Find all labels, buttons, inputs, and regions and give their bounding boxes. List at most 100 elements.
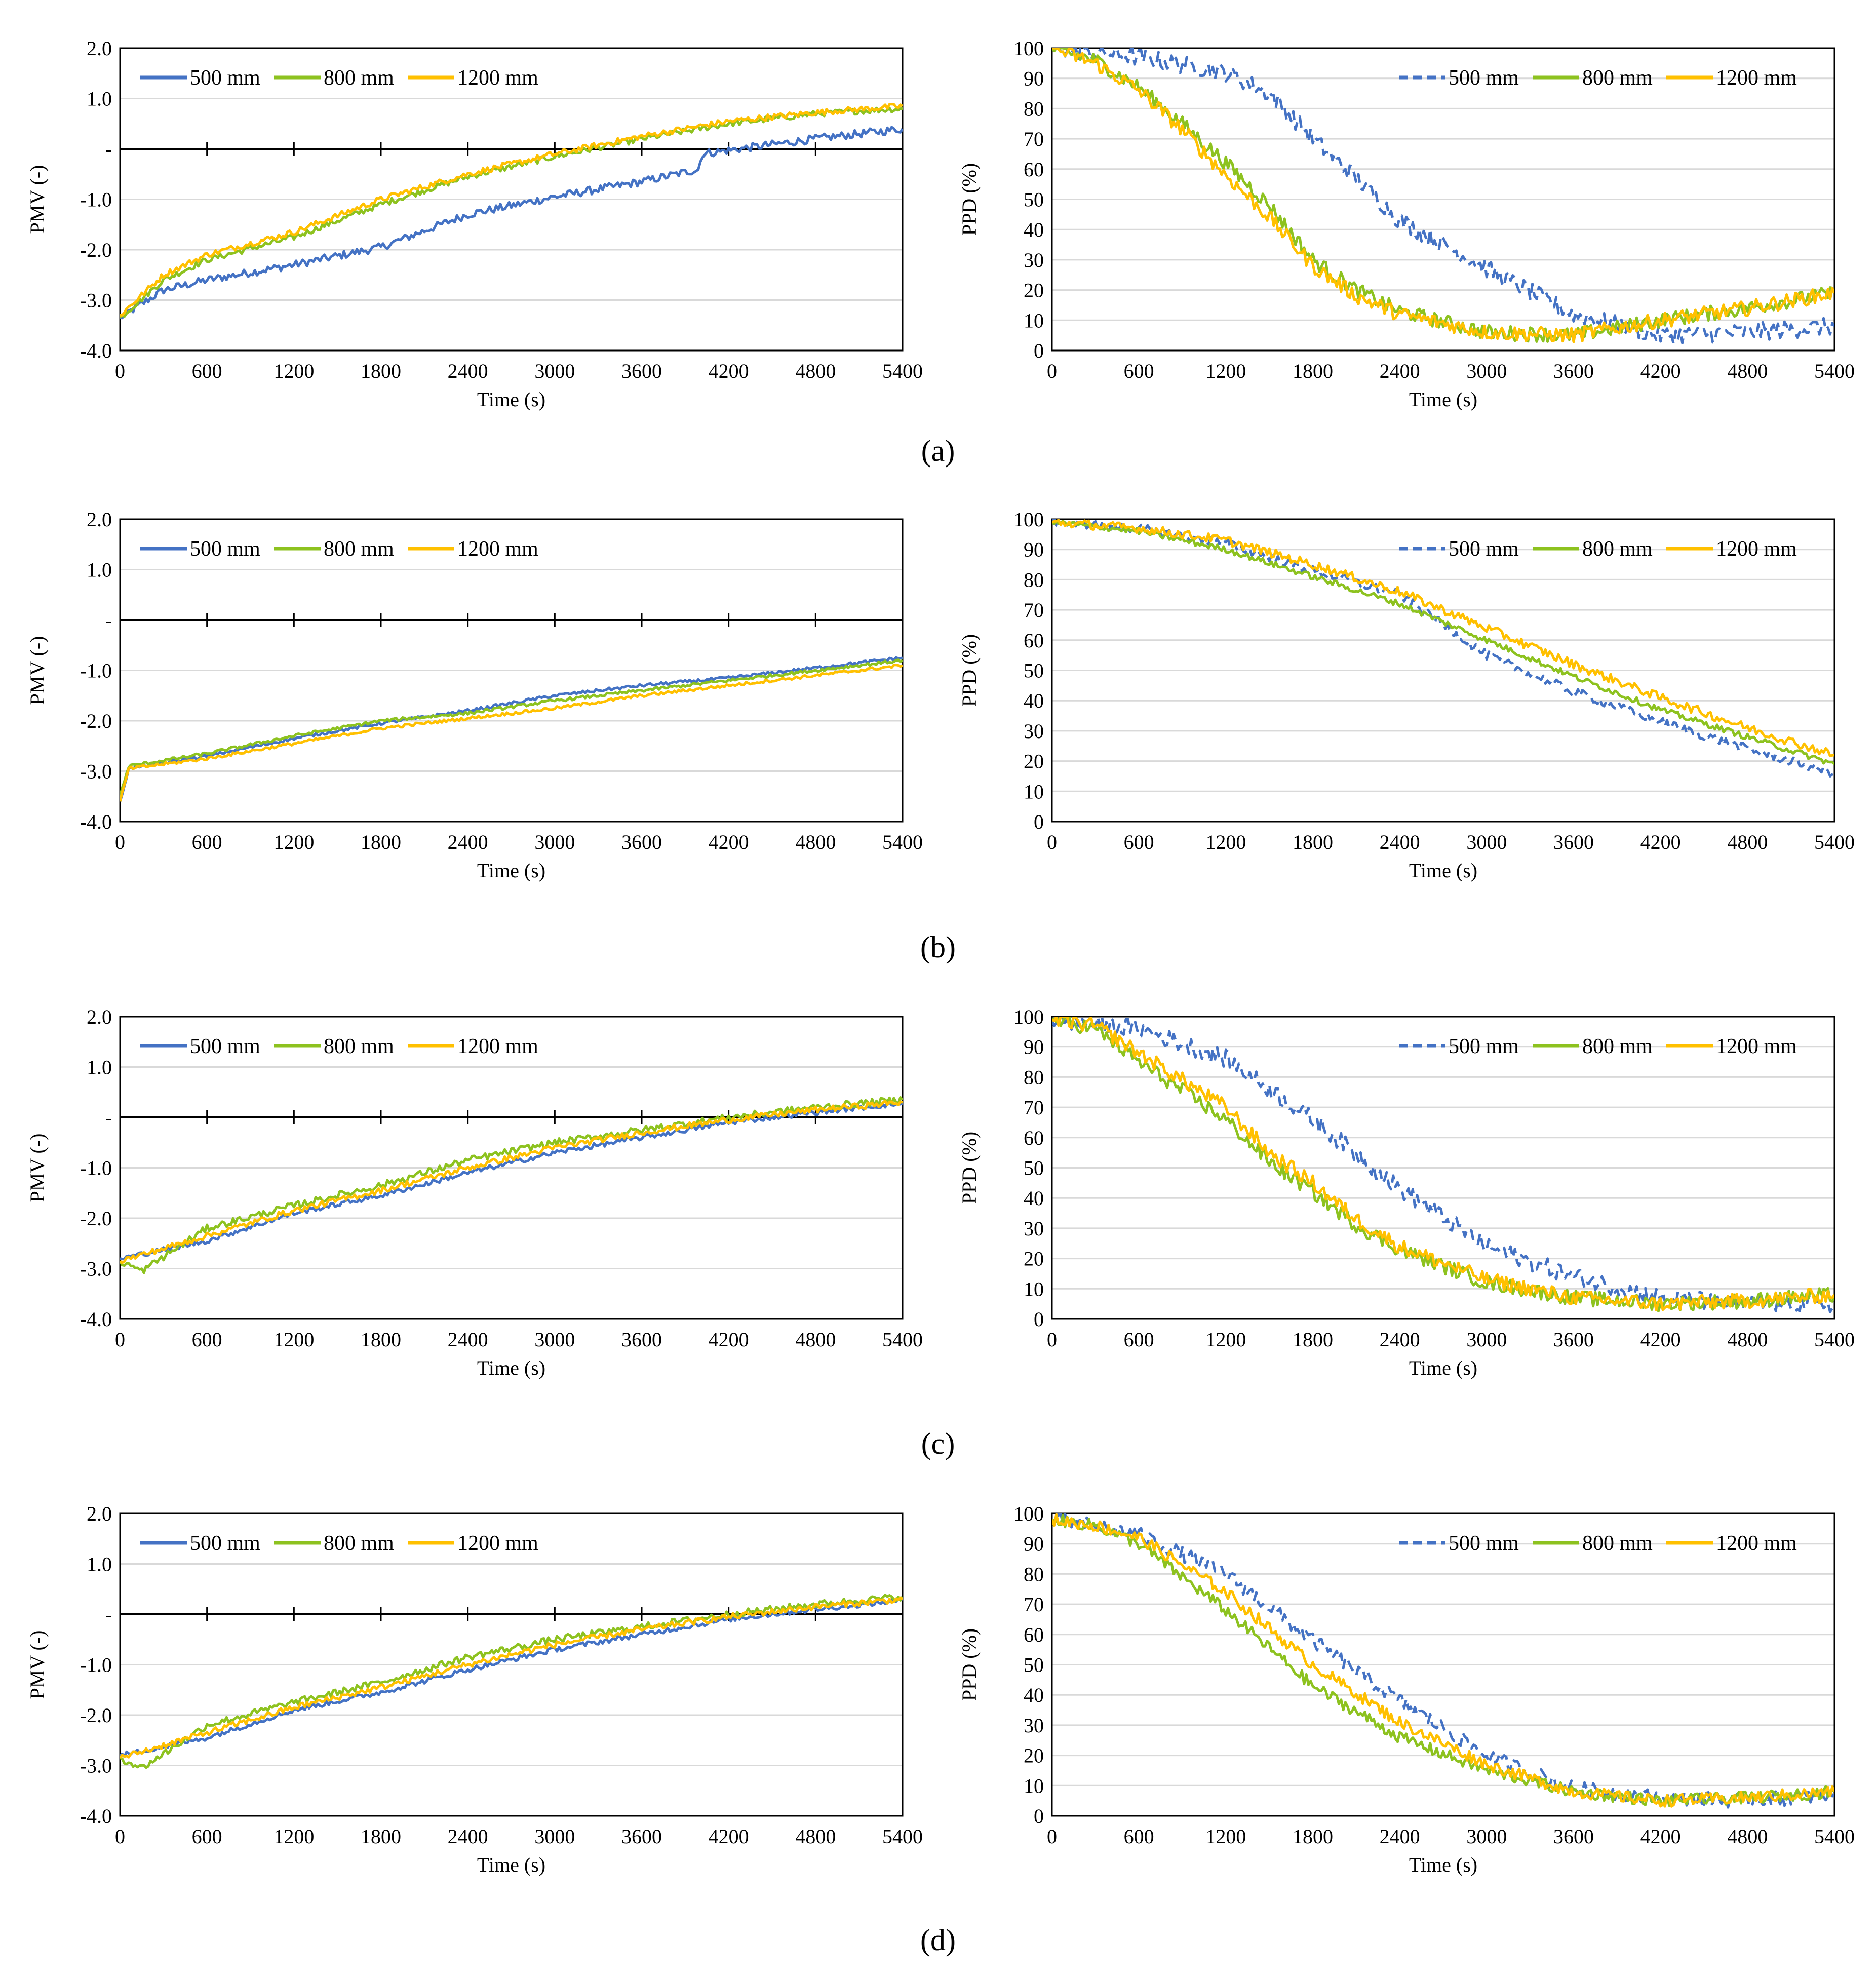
- legend-entry: 800 mm: [1582, 66, 1653, 90]
- x-tick-label: 4800: [1727, 360, 1768, 382]
- y-tick-label: -2.0: [80, 239, 112, 261]
- series-line-500-mm: [1052, 1513, 1834, 1809]
- x-tick-label: 0: [1047, 831, 1057, 853]
- x-tick-label: 2400: [1380, 1825, 1420, 1848]
- x-tick-label: 5400: [1814, 1825, 1855, 1848]
- x-tick-label: 4800: [1727, 831, 1768, 853]
- series-line-1200-mm: [120, 664, 903, 802]
- legend-entry: 500 mm: [190, 1532, 260, 1555]
- y-tick-label: 50: [1024, 659, 1044, 682]
- y-tick-label: 10: [1024, 780, 1044, 803]
- y-tick-label: -4.0: [80, 1805, 112, 1828]
- y-tick-label: -1.0: [80, 188, 112, 211]
- x-tick-label: 2400: [448, 360, 488, 382]
- x-axis-title: Time (s): [1409, 859, 1477, 882]
- x-tick-label: 4200: [1640, 831, 1681, 853]
- y-tick-label: -: [105, 1603, 112, 1626]
- plot-frame: [119, 1016, 904, 1320]
- panel-label: (c): [921, 1427, 955, 1460]
- y-tick-label: -: [105, 138, 112, 161]
- x-tick-label: 600: [1124, 360, 1154, 382]
- x-tick-label: 3000: [534, 360, 575, 382]
- x-tick-label: 1800: [1293, 360, 1333, 382]
- x-tick-label: 3600: [621, 1825, 662, 1848]
- y-tick-label: 0: [1034, 339, 1044, 362]
- x-tick-label: 600: [192, 1328, 222, 1351]
- series-line-500-mm: [120, 126, 903, 320]
- y-tick-label: 70: [1024, 1593, 1044, 1616]
- y-tick-label: -: [105, 609, 112, 632]
- y-tick-label: 70: [1024, 128, 1044, 150]
- chart-c-pmv: 2.0 1.0 - -1.0 -2.0 -3.0 -4.00 600 1200 1800 2400 3…: [26, 1005, 923, 1379]
- x-tick-label: 1800: [361, 360, 401, 382]
- x-tick-label: 3600: [621, 1328, 662, 1351]
- legend-entry: 800 mm: [1582, 1035, 1653, 1058]
- y-tick-label: 50: [1024, 1654, 1044, 1677]
- series-line-1200-mm: [1052, 1513, 1834, 1808]
- legend-entry: 1200 mm: [457, 1532, 538, 1555]
- series-line-1200-mm: [1052, 519, 1834, 758]
- y-tick-label: 90: [1024, 538, 1044, 561]
- y-tick-label: 60: [1024, 158, 1044, 181]
- y-tick-label: 40: [1024, 689, 1044, 712]
- legend-entry: 500 mm: [1449, 66, 1519, 90]
- y-tick-label: 1.0: [87, 1056, 112, 1079]
- x-tick-label: 1200: [273, 1825, 314, 1848]
- x-tick-label: 3000: [1466, 1825, 1507, 1848]
- x-tick-label: 4200: [709, 1328, 749, 1351]
- series-line-800-mm: [120, 1594, 903, 1769]
- legend-entry: 500 mm: [1449, 1035, 1519, 1058]
- x-axis-title: Time (s): [477, 1356, 545, 1379]
- y-tick-label: 10: [1024, 1774, 1044, 1797]
- chart-d-pmv: 2.0 1.0 - -1.0 -2.0 -3.0 -4.00 600 1200 1800 2400 3…: [26, 1502, 923, 1876]
- y-axis-title: PPD (%): [958, 1628, 981, 1701]
- chart-b-pmv: 2.0 1.0 - -1.0 -2.0 -3.0 -4.00 600 1200 1800 2400 3…: [26, 508, 923, 882]
- y-tick-label: 0: [1034, 1805, 1044, 1828]
- legend-entry: 500 mm: [190, 1035, 260, 1058]
- panel-label: (b): [920, 930, 956, 964]
- x-axis-title: Time (s): [477, 859, 545, 882]
- x-tick-label: 600: [192, 360, 222, 382]
- y-axis-title: PMV (-): [26, 636, 49, 705]
- x-tick-label: 1200: [1205, 831, 1246, 853]
- legend-entry: 1200 mm: [1716, 66, 1797, 90]
- series-line-500-mm: [120, 1597, 903, 1758]
- x-tick-label: 1800: [361, 1328, 401, 1351]
- x-tick-label: 600: [192, 1825, 222, 1848]
- y-tick-label: -2.0: [80, 1207, 112, 1230]
- y-tick-label: -3.0: [80, 1258, 112, 1280]
- x-tick-label: 3600: [621, 831, 662, 853]
- series-line-1200-mm: [1052, 1017, 1834, 1311]
- x-tick-label: 1200: [273, 1328, 314, 1351]
- x-tick-label: 1200: [1205, 1825, 1246, 1848]
- y-tick-label: 90: [1024, 1036, 1044, 1059]
- y-tick-label: 1.0: [87, 88, 112, 110]
- x-tick-label: 4800: [795, 360, 836, 382]
- x-tick-label: 5400: [1814, 360, 1855, 382]
- series-line-500-mm: [1052, 48, 1834, 345]
- y-tick-label: 100: [1013, 1005, 1044, 1028]
- y-tick-label: 2.0: [87, 508, 112, 531]
- legend-entry: 800 mm: [324, 1035, 394, 1058]
- series-line-800-mm: [120, 658, 903, 797]
- y-tick-label: 30: [1024, 249, 1044, 271]
- y-tick-label: -1.0: [80, 1157, 112, 1180]
- x-tick-label: 5400: [882, 360, 923, 382]
- x-tick-label: 2400: [1380, 831, 1420, 853]
- x-tick-label: 3600: [1553, 831, 1594, 853]
- x-tick-label: 3000: [1466, 1328, 1507, 1351]
- x-tick-label: 4800: [1727, 1825, 1768, 1848]
- legend-entry: 800 mm: [324, 537, 394, 561]
- panel-label: (a): [921, 434, 955, 468]
- plot-frame: [119, 1512, 904, 1817]
- x-tick-label: 3000: [1466, 831, 1507, 853]
- y-tick-label: 80: [1024, 568, 1044, 591]
- series-line-800-mm: [1052, 1017, 1834, 1312]
- x-tick-label: 5400: [882, 1328, 923, 1351]
- x-tick-label: 2400: [448, 831, 488, 853]
- y-tick-label: 80: [1024, 1066, 1044, 1089]
- x-tick-label: 2400: [448, 1328, 488, 1351]
- y-tick-label: 30: [1024, 1714, 1044, 1737]
- panel-label: (d): [920, 1923, 956, 1957]
